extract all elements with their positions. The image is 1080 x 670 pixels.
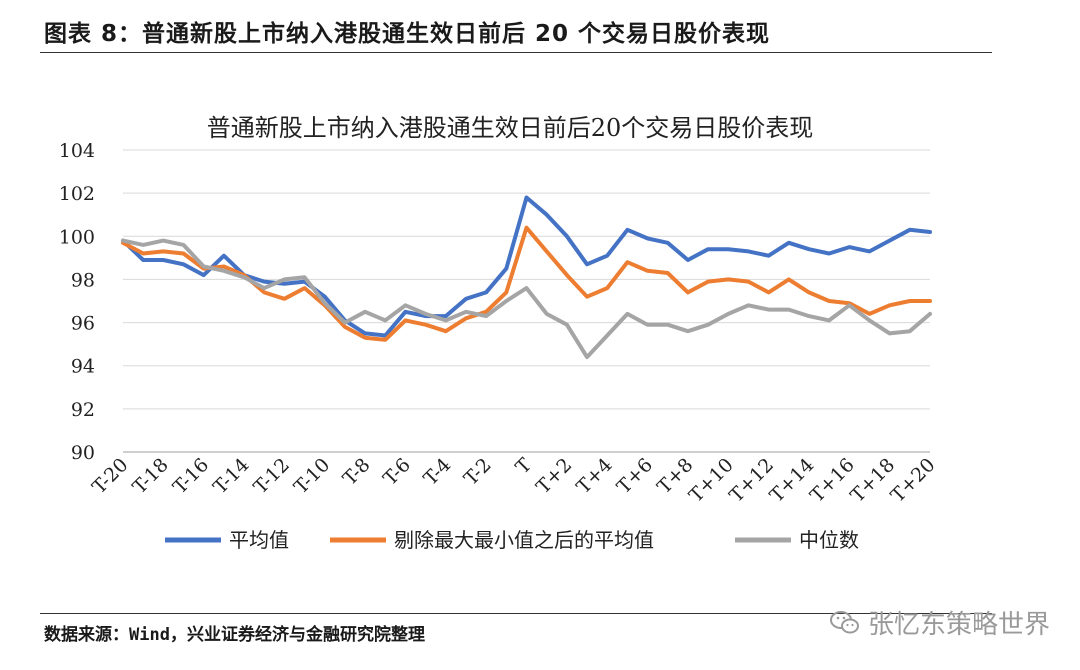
x-axis-tick-labels: T-20T-18T-16T-14T-12T-10 T-8 T-6 T-4 T-2 TT+2… <box>88 454 939 507</box>
y-axis-tick-labels: 90 92 94 96 98 100 102 104 <box>59 140 95 464</box>
legend-label-0: 平均值 <box>229 528 289 552</box>
y-tick-label-5: 100 <box>59 226 95 248</box>
watermark-text: 张忆东策略世界 <box>867 610 1050 640</box>
x-tick-label-2: T-16 <box>169 454 213 498</box>
y-tick-label-6: 102 <box>59 183 95 205</box>
x-tick-label-13: T+6 <box>613 454 657 498</box>
x-tick-label-17: T+14 <box>766 454 819 507</box>
legend-label-2: 中位数 <box>799 528 859 552</box>
gridlines <box>123 149 930 410</box>
x-tick-label-3: T-14 <box>209 454 253 498</box>
footer-divider <box>40 613 992 614</box>
x-tick-label-12: T+4 <box>572 454 616 498</box>
header-divider <box>40 52 992 53</box>
y-tick-label-7: 104 <box>59 140 95 162</box>
y-tick-label-2: 94 <box>71 356 95 378</box>
line-chart: 普通新股上市纳入港股通生效日前后20个交易日股价表现 90 92 94 96 98 100… <box>59 114 940 552</box>
x-tick-label-15: T+10 <box>685 454 738 507</box>
chart-title: 普通新股上市纳入港股通生效日前后20个交易日股价表现 <box>207 114 814 142</box>
source-note: 数据来源：Wind，兴业证券经济与金融研究院整理 <box>44 625 425 645</box>
series-line-0 <box>121 195 932 338</box>
x-tick-label-8: T-4 <box>419 454 455 490</box>
y-tick-label-3: 96 <box>71 313 95 335</box>
x-tick-label-11: T+2 <box>532 454 576 498</box>
x-tick-label-10: T <box>512 454 537 479</box>
x-tick-label-9: T-2 <box>460 454 496 490</box>
x-tick-label-6: T-8 <box>339 454 375 490</box>
figure-header: 图表 8：普通新股上市纳入港股通生效日前后 20 个交易日股价表现 <box>44 21 771 47</box>
legend-label-1: 剔除最大最小值之后的平均值 <box>394 528 654 552</box>
x-tick-label-4: T-12 <box>250 454 294 498</box>
y-tick-label-1: 92 <box>71 399 95 421</box>
wechat-logo-icon <box>829 610 859 633</box>
x-tick-label-18: T+16 <box>806 454 859 507</box>
x-tick-label-19: T+18 <box>846 454 899 507</box>
watermark: 张忆东策略世界 <box>829 604 1050 641</box>
y-tick-label-0: 90 <box>71 442 95 464</box>
y-tick-label-4: 98 <box>71 269 95 291</box>
x-tick-label-16: T+12 <box>725 454 778 507</box>
x-tick-label-20: T+20 <box>887 454 940 507</box>
legend: 平均值 剔除最大最小值之后的平均值 中位数 <box>165 528 859 552</box>
x-tick-label-5: T-10 <box>290 454 334 498</box>
series-lines <box>121 195 932 360</box>
x-tick-label-1: T-18 <box>128 454 172 498</box>
series-line-2 <box>121 238 932 360</box>
x-tick-label-7: T-6 <box>379 454 415 490</box>
